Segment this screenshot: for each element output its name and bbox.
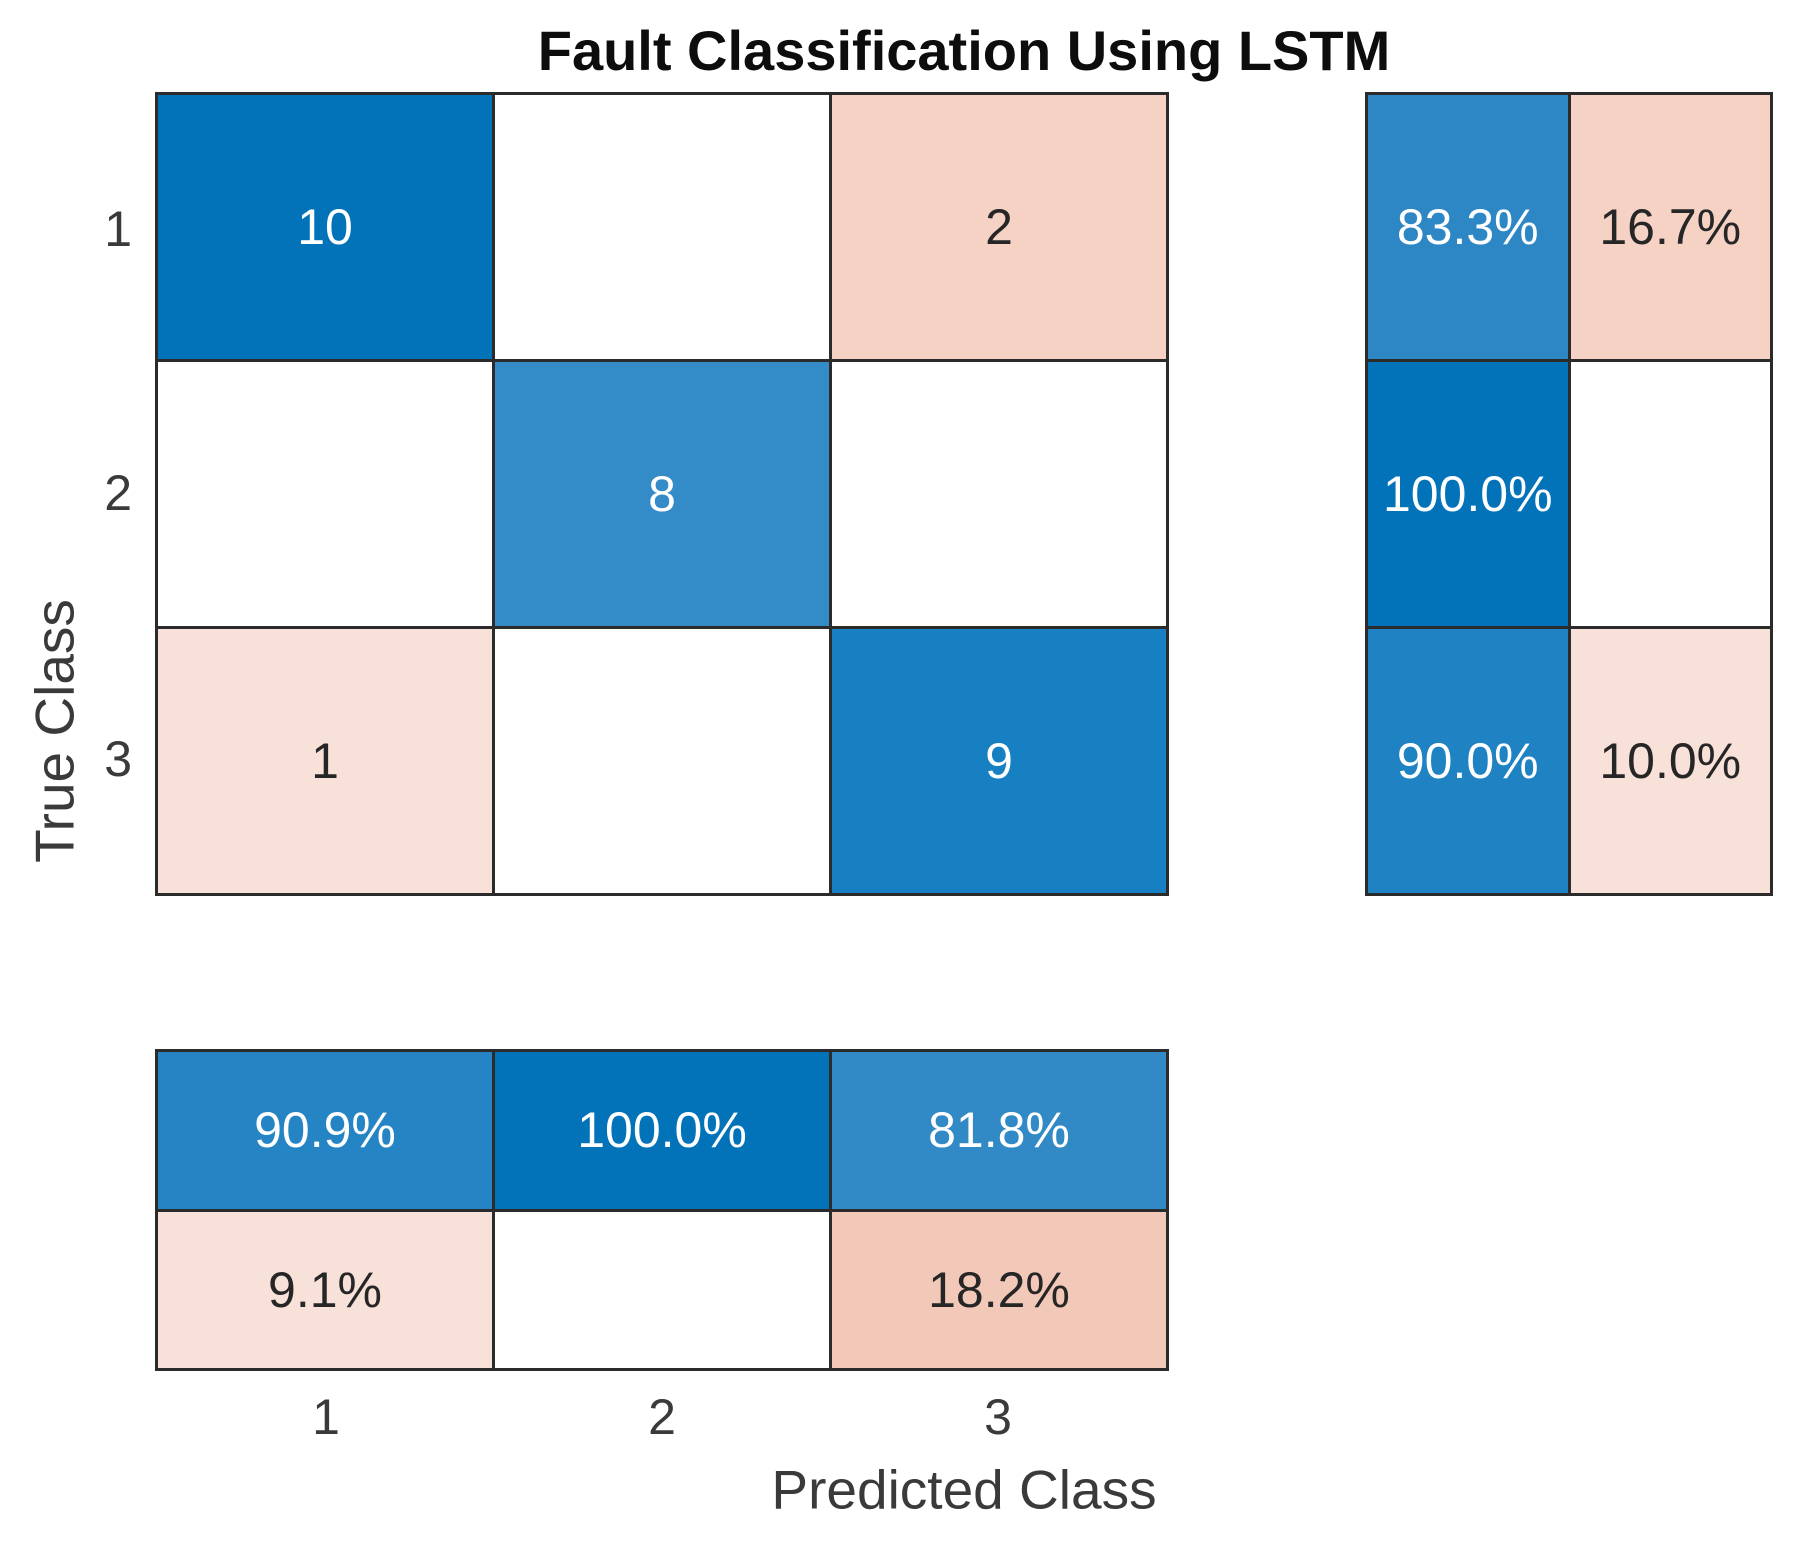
row-summary-cell-5: 10.0% bbox=[1570, 629, 1770, 893]
main-matrix-cell-7 bbox=[495, 629, 829, 893]
y-tick-2: 2 bbox=[104, 465, 132, 521]
main-matrix-cell-3 bbox=[158, 362, 492, 626]
x-tick-3: 3 bbox=[984, 1389, 1012, 1445]
main-matrix-cell-2: 2 bbox=[832, 95, 1166, 359]
col-summary-cell-2: 81.8% bbox=[832, 1052, 1166, 1209]
col-summary-cell-4 bbox=[495, 1211, 829, 1368]
col-summary-cell-3: 9.1% bbox=[158, 1211, 492, 1368]
main-matrix-cell-8: 9 bbox=[832, 629, 1166, 893]
col-summary-cell-0: 90.9% bbox=[158, 1052, 492, 1209]
column-summary-matrix: 90.9% 100.0% 81.8% 9.1% 18.2% bbox=[155, 1049, 1169, 1371]
main-matrix-cell-5 bbox=[832, 362, 1166, 626]
row-summary-cell-4: 90.0% bbox=[1368, 629, 1568, 893]
y-tick-1: 1 bbox=[104, 201, 132, 257]
chart-title: Fault Classification Using LSTM bbox=[537, 19, 1391, 82]
row-summary-matrix: 83.3% 16.7% 100.0% 90.0% 10.0% bbox=[1365, 92, 1773, 896]
row-summary-cell-2: 100.0% bbox=[1368, 362, 1568, 626]
row-summary-cell-0: 83.3% bbox=[1368, 95, 1568, 359]
y-tick-3: 3 bbox=[104, 731, 132, 787]
row-summary-cell-3 bbox=[1570, 362, 1770, 626]
row-summary-cell-1: 16.7% bbox=[1570, 95, 1770, 359]
main-matrix-cell-0: 10 bbox=[158, 95, 492, 359]
x-axis-label: Predicted Class bbox=[771, 1458, 1157, 1521]
y-axis-label: True Class bbox=[23, 599, 86, 863]
confusion-matrix: 10 2 8 1 9 bbox=[155, 92, 1169, 896]
main-matrix-cell-1 bbox=[495, 95, 829, 359]
x-tick-2: 2 bbox=[648, 1389, 676, 1445]
col-summary-cell-5: 18.2% bbox=[832, 1211, 1166, 1368]
main-matrix-cell-4: 8 bbox=[495, 362, 829, 626]
col-summary-cell-1: 100.0% bbox=[495, 1052, 829, 1209]
x-tick-1: 1 bbox=[312, 1389, 340, 1445]
main-matrix-cell-6: 1 bbox=[158, 629, 492, 893]
